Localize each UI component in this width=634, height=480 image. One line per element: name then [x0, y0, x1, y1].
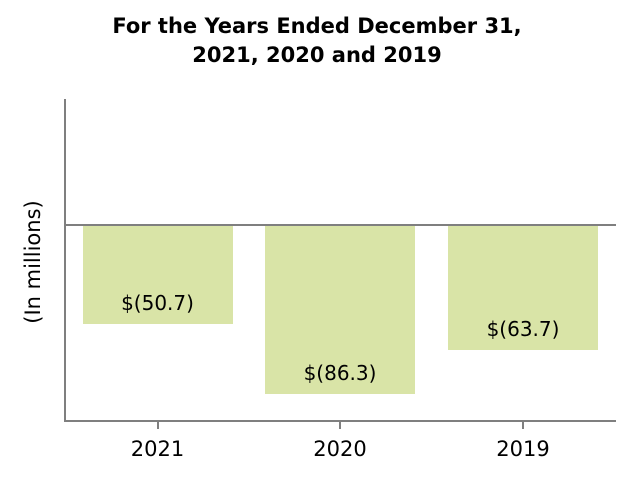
- chart-title-line-1: For the Years Ended December 31,: [112, 14, 522, 38]
- x-axis-line: [64, 420, 616, 422]
- x-axis-category-label: 2021: [130, 437, 185, 461]
- bar-value-label: $(86.3): [303, 361, 377, 385]
- x-axis-tick: [522, 421, 524, 429]
- zero-baseline: [64, 224, 616, 226]
- bar-2019: [448, 225, 598, 350]
- x-axis-tick: [339, 421, 341, 429]
- chart-title: For the Years Ended December 31, 2021, 2…: [0, 12, 634, 70]
- x-axis-category-label: 2020: [313, 437, 367, 461]
- bar-value-label: $(63.7): [486, 317, 560, 341]
- y-axis-label: (In millions): [21, 200, 45, 324]
- bar-2021: [82, 225, 233, 324]
- bar-value-label: $(50.7): [121, 291, 194, 315]
- x-axis-category-label: 2019: [496, 437, 550, 461]
- x-axis-tick: [156, 421, 159, 429]
- y-axis-line: [64, 99, 66, 422]
- bar-2020: [265, 225, 415, 394]
- chart-title-line-2: 2021, 2020 and 2019: [192, 43, 442, 67]
